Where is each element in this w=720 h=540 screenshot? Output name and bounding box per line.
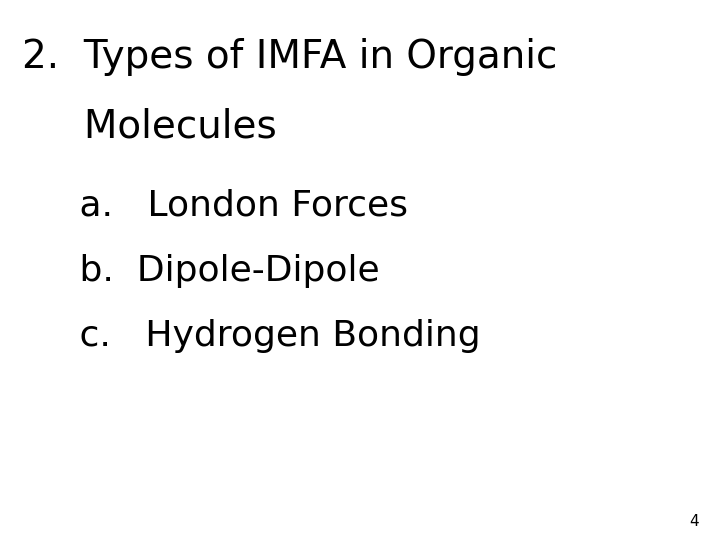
Text: b.  Dipole-Dipole: b. Dipole-Dipole	[22, 254, 379, 288]
Text: 4: 4	[689, 514, 698, 529]
Text: 2.  Types of IMFA in Organic: 2. Types of IMFA in Organic	[22, 38, 557, 76]
Text: a.   London Forces: a. London Forces	[22, 189, 408, 223]
Text: c.   Hydrogen Bonding: c. Hydrogen Bonding	[22, 319, 480, 353]
Text: Molecules: Molecules	[22, 108, 276, 146]
